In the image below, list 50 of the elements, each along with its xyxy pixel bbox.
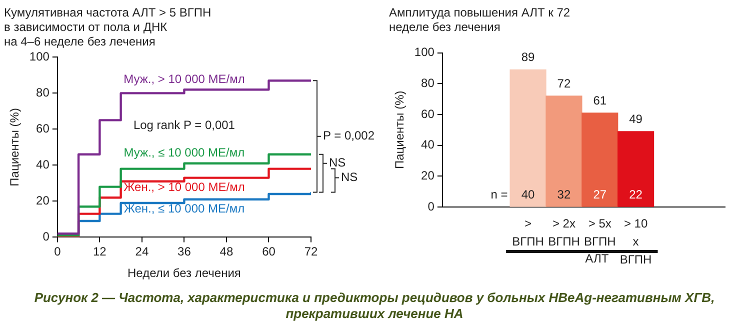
y-tick-label: 20 — [421, 168, 435, 182]
annotation: 27 — [593, 187, 607, 202]
x-tick-label: 60 — [262, 244, 276, 259]
annotation: 22 — [629, 187, 643, 202]
data-label: 61 — [593, 93, 607, 108]
chart-title: Амплитуда повышения АЛТ к 72 неделе без лечения — [389, 6, 570, 34]
y-tick-label: 0 — [428, 199, 435, 214]
text: АЛТ — [585, 251, 610, 266]
x-tick-label: > ВГПН — [512, 216, 544, 248]
data-label: 72 — [557, 76, 571, 90]
x-tick-label: > 2x ВГПН — [548, 216, 580, 248]
bar — [618, 131, 654, 207]
x-tick-label: 72 — [304, 244, 318, 259]
series-label: Жен., ≤ 10 000 МЕ/мл — [124, 202, 245, 216]
y-axis-title: Пациенты (%) — [392, 90, 407, 170]
bar — [546, 96, 582, 207]
text: n = — [490, 187, 508, 202]
y-tick-label: 100 — [414, 45, 435, 60]
y-axis-title: Пациенты (%) — [8, 108, 22, 186]
data-label: 89 — [521, 50, 536, 64]
y-tick-label: 60 — [36, 122, 50, 136]
x-tick-label: 0 — [54, 244, 62, 259]
y-tick-label: 80 — [36, 86, 50, 100]
chart-title: Кумулятивная частота АЛТ > 5 ВГПН в зависимости от пола и ДНК на 4–6 неделе без лечения — [4, 6, 212, 48]
x-tick-label: 36 — [178, 244, 192, 259]
y-tick-label: 80 — [421, 76, 435, 90]
text: Рисунок 2 — Частота, характеристика и предикторы рецидивов у больных HBeAg-негативным ХГВ, прекративших лечение НА — [33, 290, 716, 322]
y-tick-label: 40 — [36, 158, 50, 172]
x-tick-label: > 5x ВГПН — [584, 216, 616, 248]
annotation: 40 — [521, 187, 536, 202]
y-tick-label: 40 — [421, 138, 435, 152]
bar — [582, 112, 618, 207]
annotation: 32 — [557, 187, 571, 202]
x-axis-title: Недели без лечения — [128, 266, 241, 280]
x-tick-label: 12 — [93, 244, 107, 259]
series-label: Муж., > 10 000 МЕ/мл — [124, 72, 245, 86]
series-label: Муж., ≤ 10 000 МЕ/мл — [124, 146, 245, 160]
series-label: Жен., > 10 000 МЕ/мл — [124, 180, 245, 194]
text: P = 0,002 — [323, 128, 375, 143]
x-tick-label: > 10 x ВГПН — [620, 216, 652, 266]
data-label: 49 — [629, 112, 643, 126]
y-tick-label: 20 — [36, 194, 50, 208]
bar — [510, 69, 546, 207]
annotation: Log rank P = 0,001 — [133, 118, 236, 132]
x-tick-label: 24 — [135, 244, 149, 259]
text: NS — [341, 170, 358, 184]
y-tick-label: 100 — [29, 50, 50, 64]
x-tick-label: 48 — [220, 244, 234, 259]
text: NS — [329, 156, 346, 170]
y-tick-label: 60 — [421, 106, 435, 121]
